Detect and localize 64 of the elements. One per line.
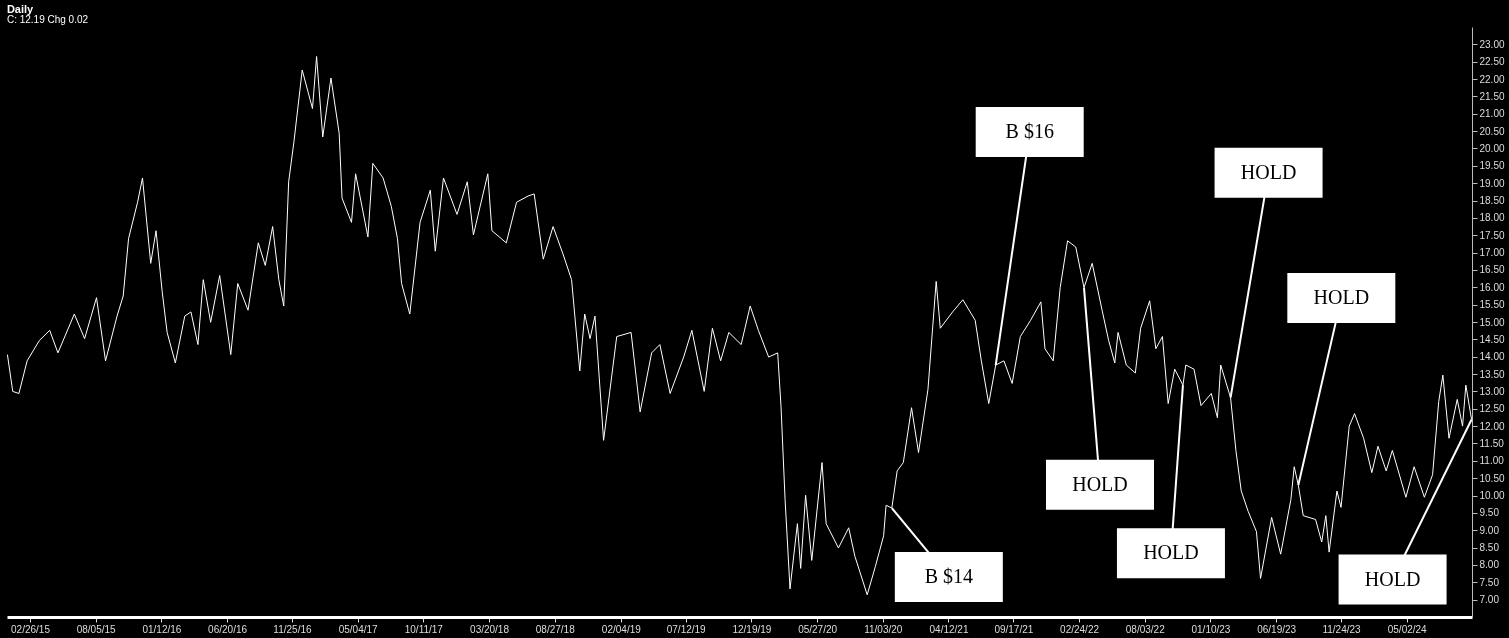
x-tick-label: 06/20/16 (208, 623, 248, 635)
x-tick-label: 01/12/16 (142, 623, 182, 635)
y-tick-label: 8.00 (1479, 559, 1500, 571)
x-tick-label: 05/27/20 (798, 623, 838, 635)
y-tick-label: 20.00 (1479, 142, 1505, 154)
chart-subtitle: C: 12.19 Chg 0.02 (6, 14, 89, 25)
y-tick-label: 12.50 (1479, 403, 1505, 415)
y-tick-label: 13.00 (1479, 385, 1505, 397)
annotation: HOLD (1143, 541, 1199, 564)
y-tick-label: 21.50 (1479, 90, 1505, 102)
y-tick-label: 20.50 (1479, 125, 1505, 137)
y-tick-label: 11.50 (1479, 437, 1505, 449)
y-tick-label: 22.00 (1479, 73, 1505, 85)
y-tick-label: 15.50 (1479, 299, 1505, 311)
y-tick-label: 21.00 (1479, 108, 1505, 120)
annotation: B $16 (1005, 120, 1054, 143)
y-tick-label: 9.50 (1479, 507, 1500, 519)
y-tick-label: 13.50 (1479, 368, 1505, 380)
y-tick-label: 10.50 (1479, 472, 1505, 484)
x-tick-label: 09/17/21 (994, 623, 1034, 635)
x-tick-label: 04/12/21 (929, 623, 969, 635)
y-tick-label: 14.50 (1479, 333, 1505, 345)
y-tick-label: 14.00 (1479, 351, 1505, 363)
x-tick-label: 07/12/19 (666, 623, 707, 635)
y-tick-label: 16.50 (1479, 264, 1505, 276)
y-tick-label: 19.00 (1479, 177, 1505, 189)
x-tick-label: 02/04/19 (601, 623, 642, 635)
y-tick-label: 17.00 (1479, 247, 1505, 259)
y-tick-label: 23.00 (1479, 38, 1505, 50)
x-tick-label: 08/03/22 (1125, 623, 1166, 635)
y-tick-label: 7.50 (1479, 576, 1500, 588)
y-tick-label: 18.00 (1479, 212, 1505, 224)
x-tick-label: 10/11/17 (404, 623, 444, 635)
y-tick-label: 10.00 (1479, 490, 1505, 502)
x-tick-label: 08/27/18 (535, 623, 576, 635)
x-tick-label: 02/26/15 (11, 623, 51, 635)
x-tick-label: 11/24/23 (1322, 623, 1362, 635)
x-tick-label: 03/20/18 (470, 623, 510, 635)
y-tick-label: 19.50 (1479, 160, 1505, 172)
x-tick-label: 01/10/23 (1191, 623, 1231, 635)
y-tick-label: 17.50 (1479, 229, 1505, 241)
annotation: HOLD (1072, 472, 1128, 495)
annotation: B $14 (924, 565, 973, 588)
x-tick-label: 11/25/16 (273, 623, 312, 635)
annotation: HOLD (1364, 567, 1421, 590)
y-tick-label: 12.00 (1479, 420, 1505, 432)
annotation: HOLD (1240, 160, 1297, 183)
x-tick-label: 02/24/22 (1060, 623, 1100, 635)
chart-title: Daily (6, 3, 35, 15)
y-tick-label: 9.00 (1479, 524, 1500, 536)
x-tick-label: 11/03/20 (864, 623, 903, 635)
y-tick-label: 22.50 (1479, 56, 1505, 68)
x-tick-label: 05/02/24 (1387, 623, 1428, 635)
y-tick-label: 16.00 (1479, 281, 1505, 293)
x-tick-label: 12/19/19 (732, 623, 772, 635)
y-tick-label: 7.00 (1479, 594, 1500, 606)
y-tick-label: 8.50 (1479, 542, 1500, 554)
y-tick-label: 15.00 (1479, 316, 1505, 328)
x-tick-label: 06/19/23 (1257, 623, 1297, 635)
x-tick-label: 08/05/15 (76, 623, 117, 635)
x-tick-label: 05/04/17 (338, 623, 379, 635)
annotation: HOLD (1313, 286, 1370, 309)
y-tick-label: 11.00 (1479, 455, 1505, 467)
y-tick-label: 18.50 (1479, 195, 1505, 207)
